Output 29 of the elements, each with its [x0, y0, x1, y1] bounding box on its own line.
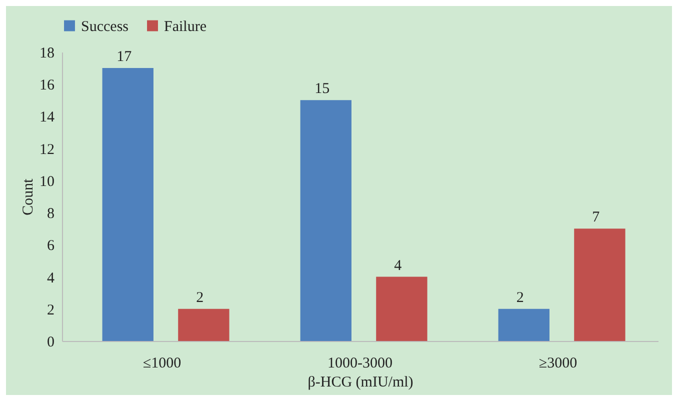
bar: [498, 308, 550, 341]
y-tick-label: 12: [40, 142, 54, 158]
y-tick-label: 0: [47, 334, 54, 350]
bar: [178, 308, 230, 341]
data-label: 7: [592, 210, 600, 226]
data-label: 15: [314, 81, 330, 98]
y-tick-label: 10: [40, 174, 54, 190]
bar: [574, 228, 626, 341]
y-tick-label: 6: [47, 238, 55, 254]
y-axis-title: Count: [20, 178, 36, 216]
bar: [300, 100, 352, 341]
bar: [102, 68, 154, 341]
x-tick-label: ≥3000: [538, 356, 578, 372]
legend-label: Success: [81, 18, 129, 35]
x-tick-label: ≤1000: [142, 356, 182, 372]
y-tick-label: 18: [40, 46, 54, 62]
y-tick-label: 4: [47, 270, 55, 286]
data-label: 2: [196, 290, 204, 306]
legend-label: Failure: [164, 18, 207, 35]
y-tick-label: 8: [47, 206, 54, 222]
x-axis-title: β-HCG (mIU/ml): [308, 374, 414, 390]
data-label: 17: [116, 49, 132, 66]
bar: [376, 276, 428, 341]
data-label: 2: [516, 290, 524, 306]
x-tick-label: 1000-3000: [328, 356, 392, 372]
y-tick-label: 14: [40, 110, 55, 126]
y-tick-label: 2: [47, 302, 54, 318]
y-tick-label: 16: [40, 78, 55, 94]
data-label: 4: [394, 258, 402, 274]
